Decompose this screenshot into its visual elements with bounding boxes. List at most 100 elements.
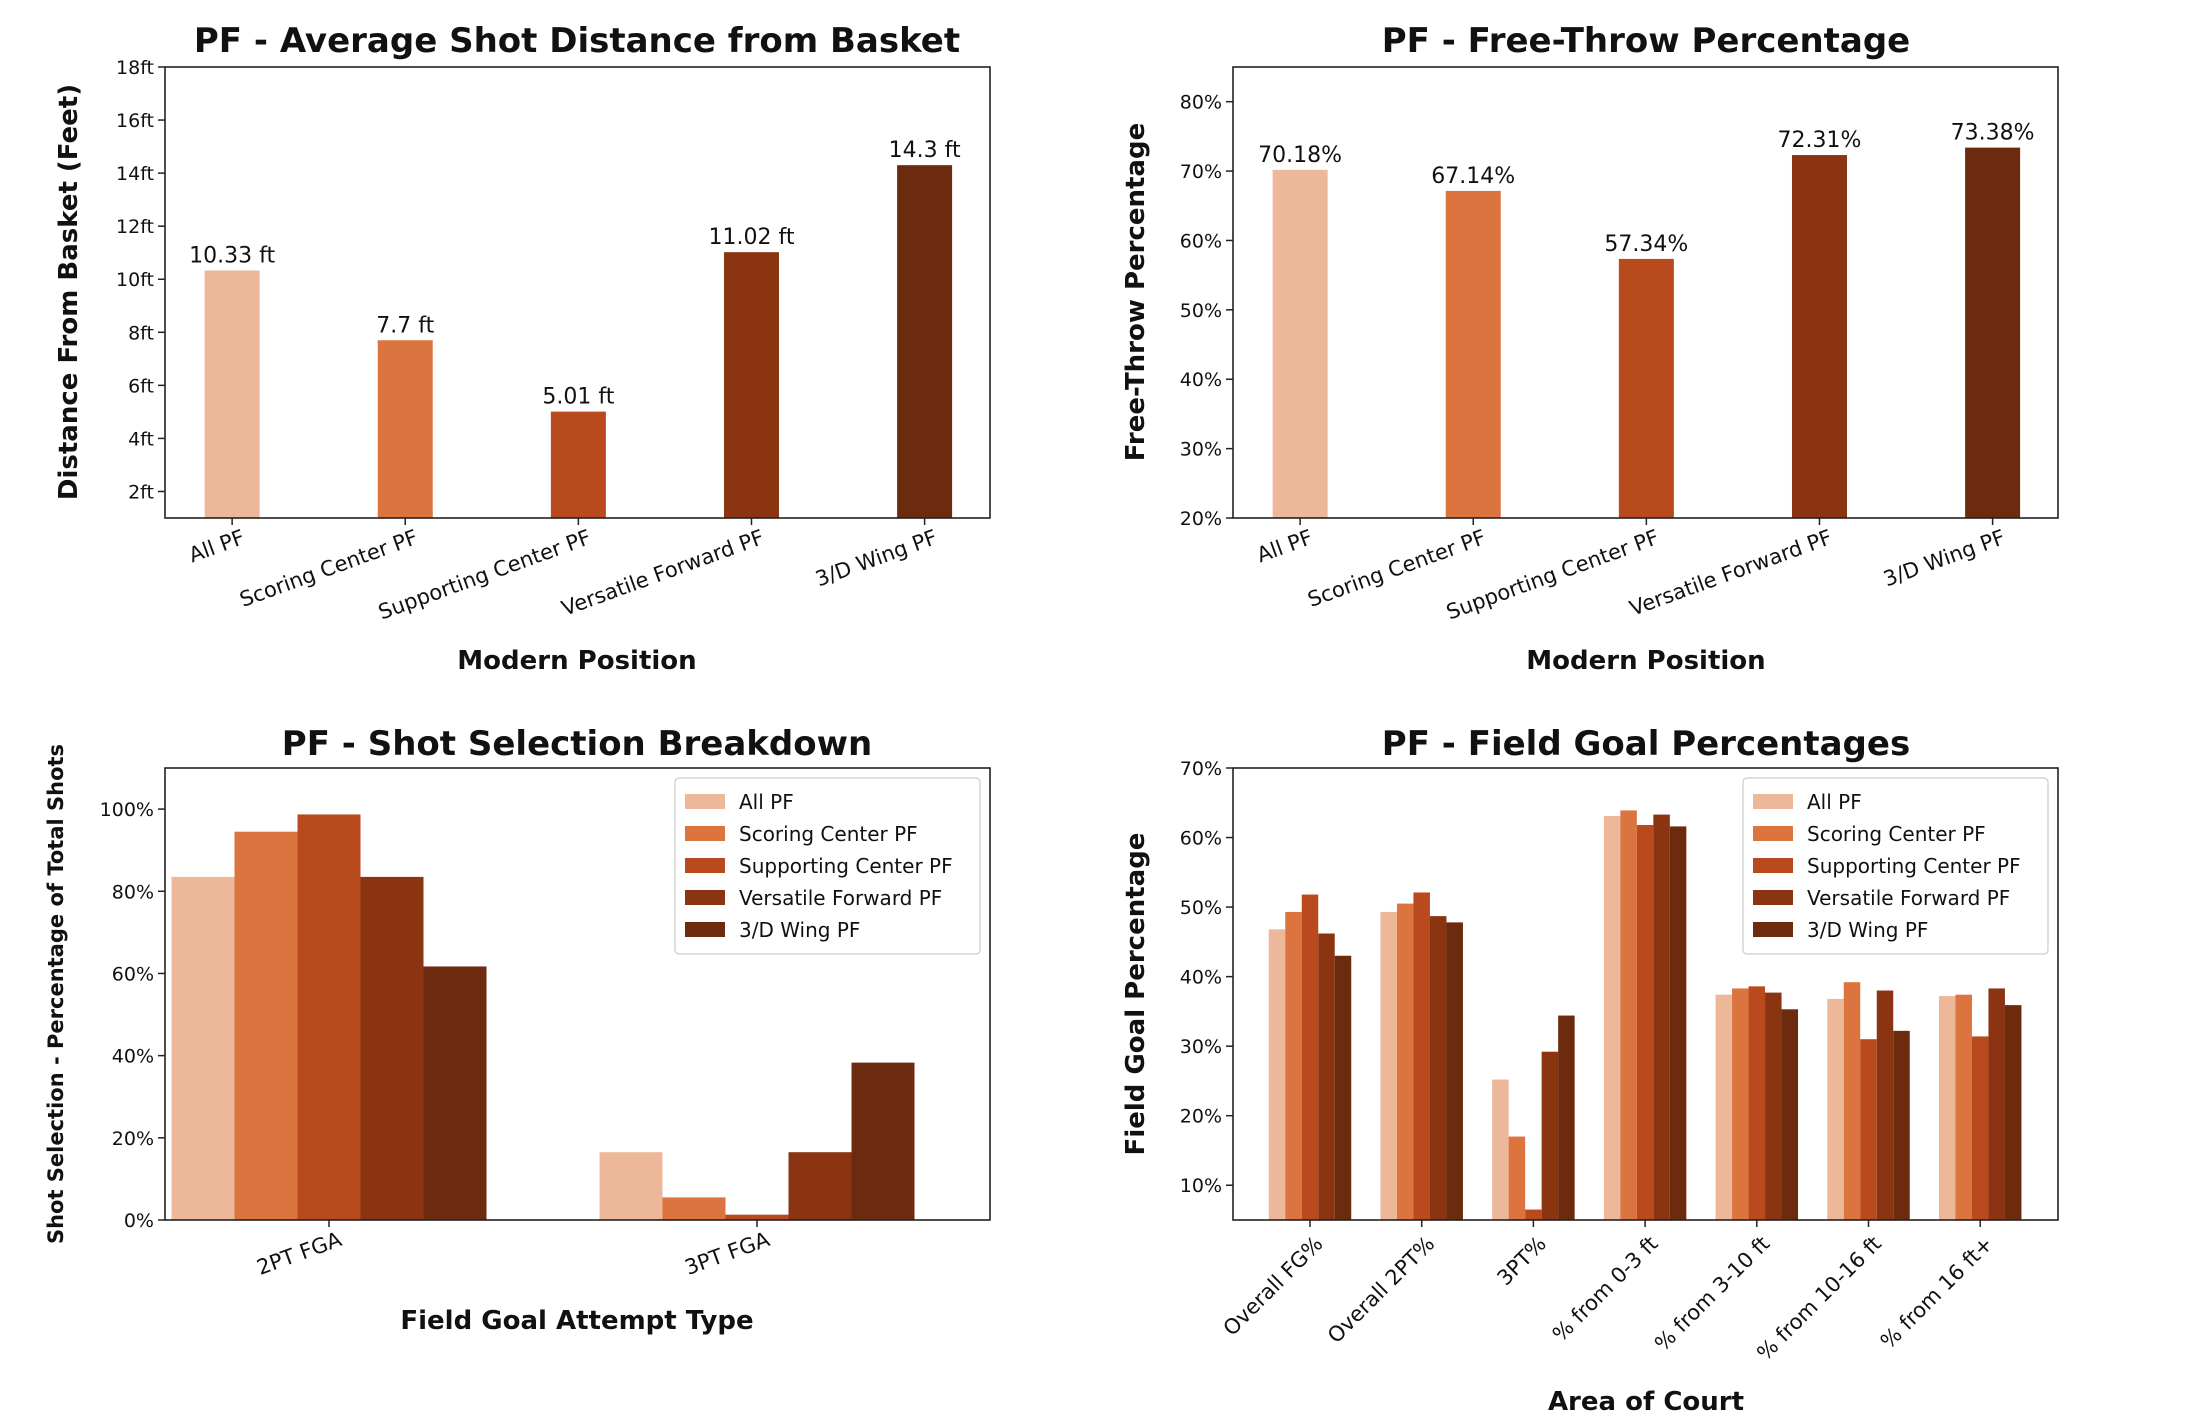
chart-shot-selection: PF - Shot Selection Breakdown 0% 20% 40% 60… — [44, 724, 991, 1336]
x-tick-label: 3/D Wing PF — [1880, 525, 2008, 591]
bar — [723, 252, 779, 518]
bar-value-label: 70.18% — [1258, 143, 1342, 168]
chart3-legend: All PF Scoring Center PF Supporting Center… — [674, 777, 981, 955]
bar-value-label: 67.14% — [1431, 164, 1515, 189]
bar — [1876, 990, 1894, 1220]
bar — [1268, 929, 1286, 1220]
chart3-frame — [164, 767, 991, 1221]
y-tick-label: 20% — [1180, 508, 1222, 530]
legend-swatch — [685, 922, 725, 937]
chart2-plot-area: 20%30%40%50%60%70%80%70.18%All PF67.14%S… — [1180, 92, 2035, 625]
bar — [1446, 922, 1463, 1220]
y-tick-label: 20% — [1180, 1106, 1222, 1128]
chart1-ylabel: Distance From Basket (Feet) — [54, 84, 84, 500]
bar-value-label: 73.38% — [1951, 121, 2035, 146]
legend-swatch — [1753, 922, 1793, 937]
bar — [1860, 1039, 1877, 1220]
legend-label: Supporting Center PF — [739, 854, 953, 878]
chart3-ylabel: Shot Selection - Percentage of Total Sho… — [44, 744, 68, 1244]
bar — [1955, 994, 1972, 1220]
bar — [1301, 894, 1319, 1220]
x-tick-label: % from 16 ft+ — [1876, 1232, 1998, 1354]
chart4-xlabel: Area of Court — [1548, 1387, 1744, 1417]
x-tick-label: All PF — [1254, 525, 1316, 567]
y-tick-label: 16ft — [116, 110, 154, 132]
y-tick-label: 30% — [1180, 439, 1222, 461]
y-tick-label: 14ft — [116, 163, 154, 185]
y-tick-label: 10% — [1180, 1175, 1222, 1197]
y-tick-label: 100% — [100, 799, 154, 821]
bar — [1965, 147, 2021, 518]
y-tick-label: 2ft — [128, 481, 154, 503]
chart2-title: PF - Free-Throw Percentage — [1382, 21, 1911, 61]
legend-label: All PF — [739, 790, 794, 814]
y-tick-label: 6ft — [128, 375, 154, 397]
legend-label: Supporting Center PF — [1807, 854, 2021, 878]
y-tick-label: 60% — [1180, 828, 1222, 850]
bar — [1429, 916, 1447, 1220]
y-tick-label: 20% — [112, 1128, 154, 1150]
chart-fg-percentages: PF - Field Goal Percentages 10% 20% 30% 40%… — [1121, 724, 2059, 1417]
chart-avg-shot-distance: PF - Average Shot Distance from Basket 2… — [54, 21, 991, 676]
bar — [1732, 988, 1749, 1220]
bar — [897, 165, 953, 519]
chart4-title: PF - Field Goal Percentages — [1382, 724, 1910, 764]
legend-label: All PF — [1807, 790, 1862, 814]
bar — [1525, 1209, 1542, 1220]
legend-swatch — [1753, 826, 1793, 841]
bar — [2004, 1005, 2022, 1220]
bar — [1603, 815, 1621, 1220]
chart1-xlabel: Modern Position — [457, 646, 696, 676]
bar — [1620, 810, 1637, 1220]
bar-value-label: 7.7 ft — [376, 313, 434, 338]
chart2-ylabel: Free-Throw Percentage — [1121, 123, 1151, 461]
bar — [1827, 998, 1844, 1220]
chart4-frame — [1232, 767, 2059, 1221]
bar — [297, 814, 361, 1220]
bar — [1541, 1051, 1559, 1220]
bar — [725, 1214, 789, 1220]
bar-value-label: 57.34% — [1604, 232, 1688, 257]
bar — [1765, 992, 1782, 1220]
y-tick-label: 50% — [1180, 300, 1222, 322]
bar-value-label: 72.31% — [1778, 128, 1862, 153]
legend-label: 3/D Wing PF — [739, 918, 860, 942]
legend-swatch — [685, 794, 725, 809]
bar — [204, 270, 260, 518]
bar — [1669, 826, 1687, 1220]
chart4-legend: All PF Scoring Center PF Supporting Center… — [1742, 777, 2049, 955]
legend-label: Versatile Forward PF — [1807, 886, 2010, 910]
bar — [1380, 911, 1397, 1220]
bar — [234, 831, 298, 1220]
legend-swatch — [1753, 794, 1793, 809]
x-tick-label: 3PT% — [1492, 1232, 1551, 1291]
bar — [1843, 982, 1861, 1220]
bar — [851, 1062, 915, 1220]
x-tick-label: Overall FG% — [1219, 1232, 1328, 1341]
bar — [1272, 169, 1328, 518]
y-tick-label: 30% — [1180, 1036, 1222, 1058]
bar — [550, 411, 606, 518]
y-tick-label: 18ft — [116, 57, 154, 79]
bar — [1971, 1036, 1989, 1220]
legend-label: 3/D Wing PF — [1807, 918, 1928, 942]
legend-swatch — [685, 858, 725, 873]
y-tick-label: 4ft — [128, 428, 154, 450]
bar — [360, 876, 424, 1220]
y-tick-label: 12ft — [116, 216, 154, 238]
x-tick-label: % from 0-3 ft — [1548, 1232, 1663, 1347]
legend-swatch — [1753, 858, 1793, 873]
x-tick-label: 3PT FGA — [682, 1227, 774, 1280]
chart3-xlabel: Field Goal Attempt Type — [400, 1306, 753, 1336]
bar — [599, 1152, 663, 1220]
bar — [1618, 258, 1674, 518]
legend-swatch — [685, 890, 725, 905]
bar — [1653, 814, 1670, 1220]
y-tick-label: 70% — [1180, 758, 1222, 780]
bar — [1791, 155, 1847, 518]
bar — [377, 340, 433, 518]
y-tick-label: 50% — [1180, 897, 1222, 919]
bar — [1334, 955, 1352, 1220]
x-tick-label: All PF — [186, 525, 248, 567]
